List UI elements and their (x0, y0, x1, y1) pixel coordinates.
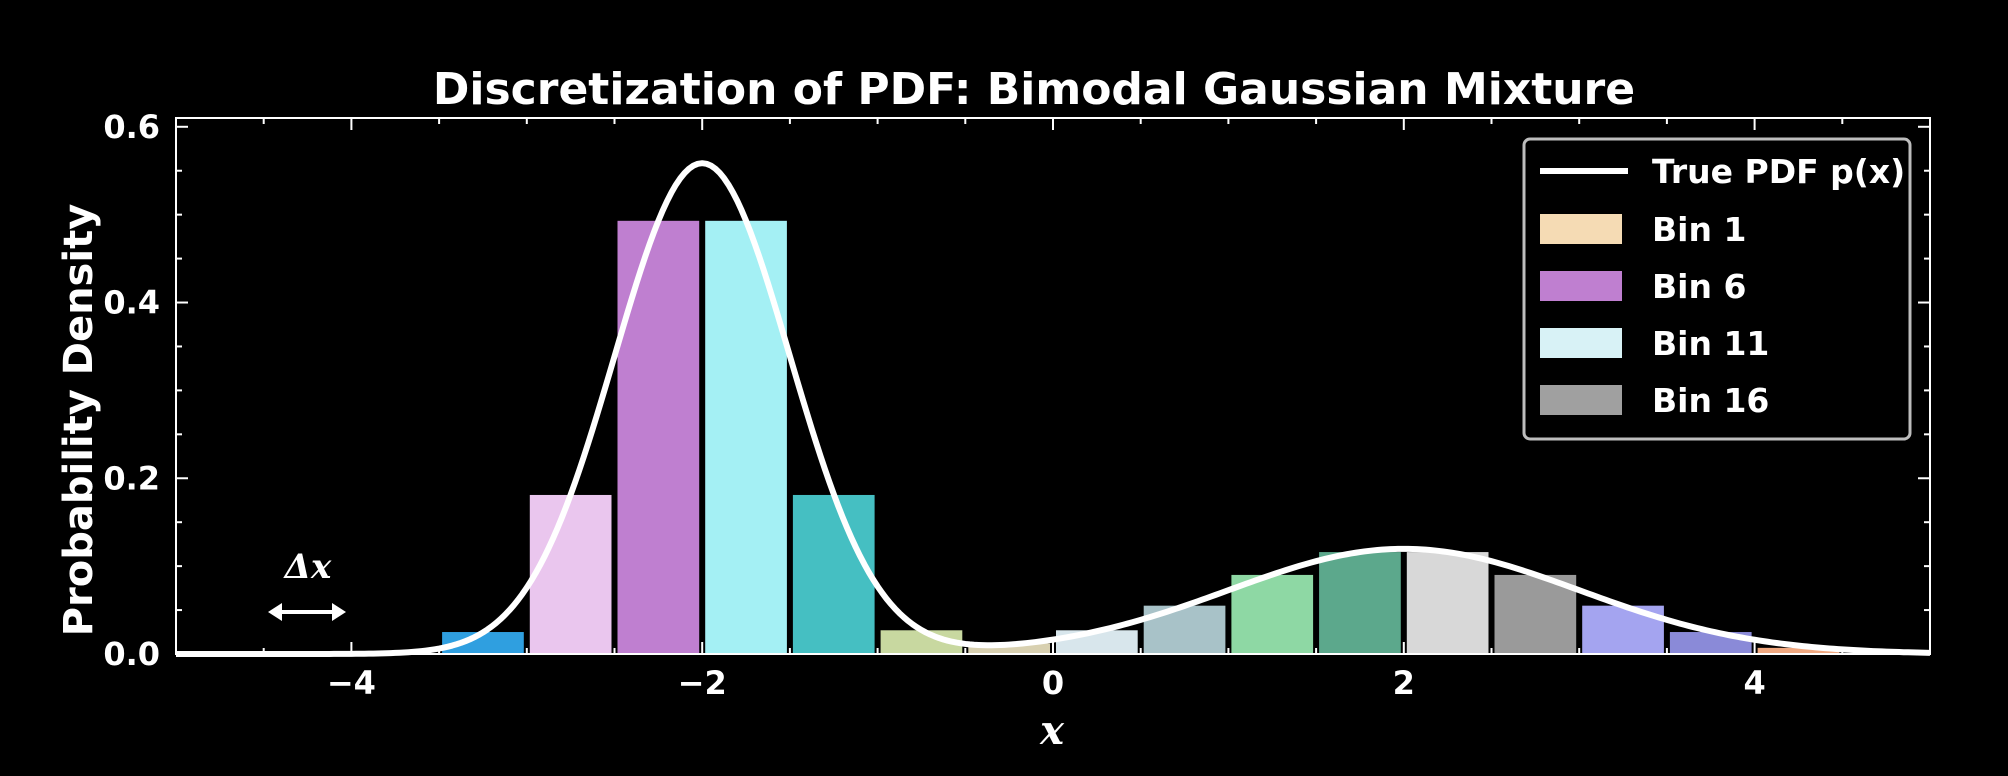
legend-label-bin-16: Bin 16 (1652, 381, 1769, 420)
legend-swatch-bin-1 (1540, 214, 1622, 244)
bar-bin-11 (1319, 552, 1401, 654)
y-tick-label: 0.0 (103, 635, 160, 673)
bar-bin-13 (1494, 574, 1577, 654)
bar-bin-2 (529, 494, 612, 654)
legend-swatch-bin-6 (1540, 271, 1622, 301)
legend-swatch-bin-11 (1540, 328, 1622, 358)
delta-x-arrowhead-left (268, 603, 282, 621)
y-tick-label: 0.2 (103, 459, 160, 497)
legend-label-bin-11: Bin 11 (1652, 324, 1769, 363)
bar-bin-16 (1757, 647, 1840, 654)
chart-title: Discretization of PDF: Bimodal Gaussian … (433, 64, 1635, 115)
x-tick-label: 4 (1743, 664, 1765, 702)
delta-x-annotation: Δx (268, 547, 346, 621)
bar-bin-4 (705, 220, 787, 654)
bar-bin-12 (1406, 552, 1489, 654)
y-tick-label: 0.4 (103, 284, 160, 322)
x-tick-label: 0 (1042, 664, 1064, 702)
bar-bin-3 (617, 220, 700, 654)
legend-swatch-bin-16 (1540, 385, 1622, 415)
delta-x-arrowhead-right (332, 603, 346, 621)
legend-label-bin-6: Bin 6 (1652, 267, 1746, 306)
y-tick-label: 0.6 (103, 108, 160, 146)
x-tick-label: −4 (327, 664, 376, 702)
bar-bin-1 (442, 632, 524, 654)
bar-bin-7 (968, 643, 1050, 654)
legend: True PDF p(x) Bin 1 Bin 6 Bin 11 Bin 16 (1522, 137, 1912, 441)
legend-label-bin-1: Bin 1 (1652, 210, 1746, 249)
x-axis-label: x (1039, 707, 1065, 754)
bar-bin-10 (1231, 574, 1314, 654)
series-line-true-pdf (176, 160, 1931, 657)
ticks-layer: −4 −2 0 2 4 0.0 0.2 0.4 0.6 (103, 108, 1931, 702)
x-tick-label: −2 (678, 664, 727, 702)
delta-x-label: Δx (283, 547, 332, 587)
x-tick-label: 2 (1393, 664, 1415, 702)
y-axis-label: Probability Density (56, 204, 102, 637)
bar-bin-5 (792, 494, 875, 654)
legend-label-true-pdf: True PDF p(x) (1652, 152, 1905, 191)
